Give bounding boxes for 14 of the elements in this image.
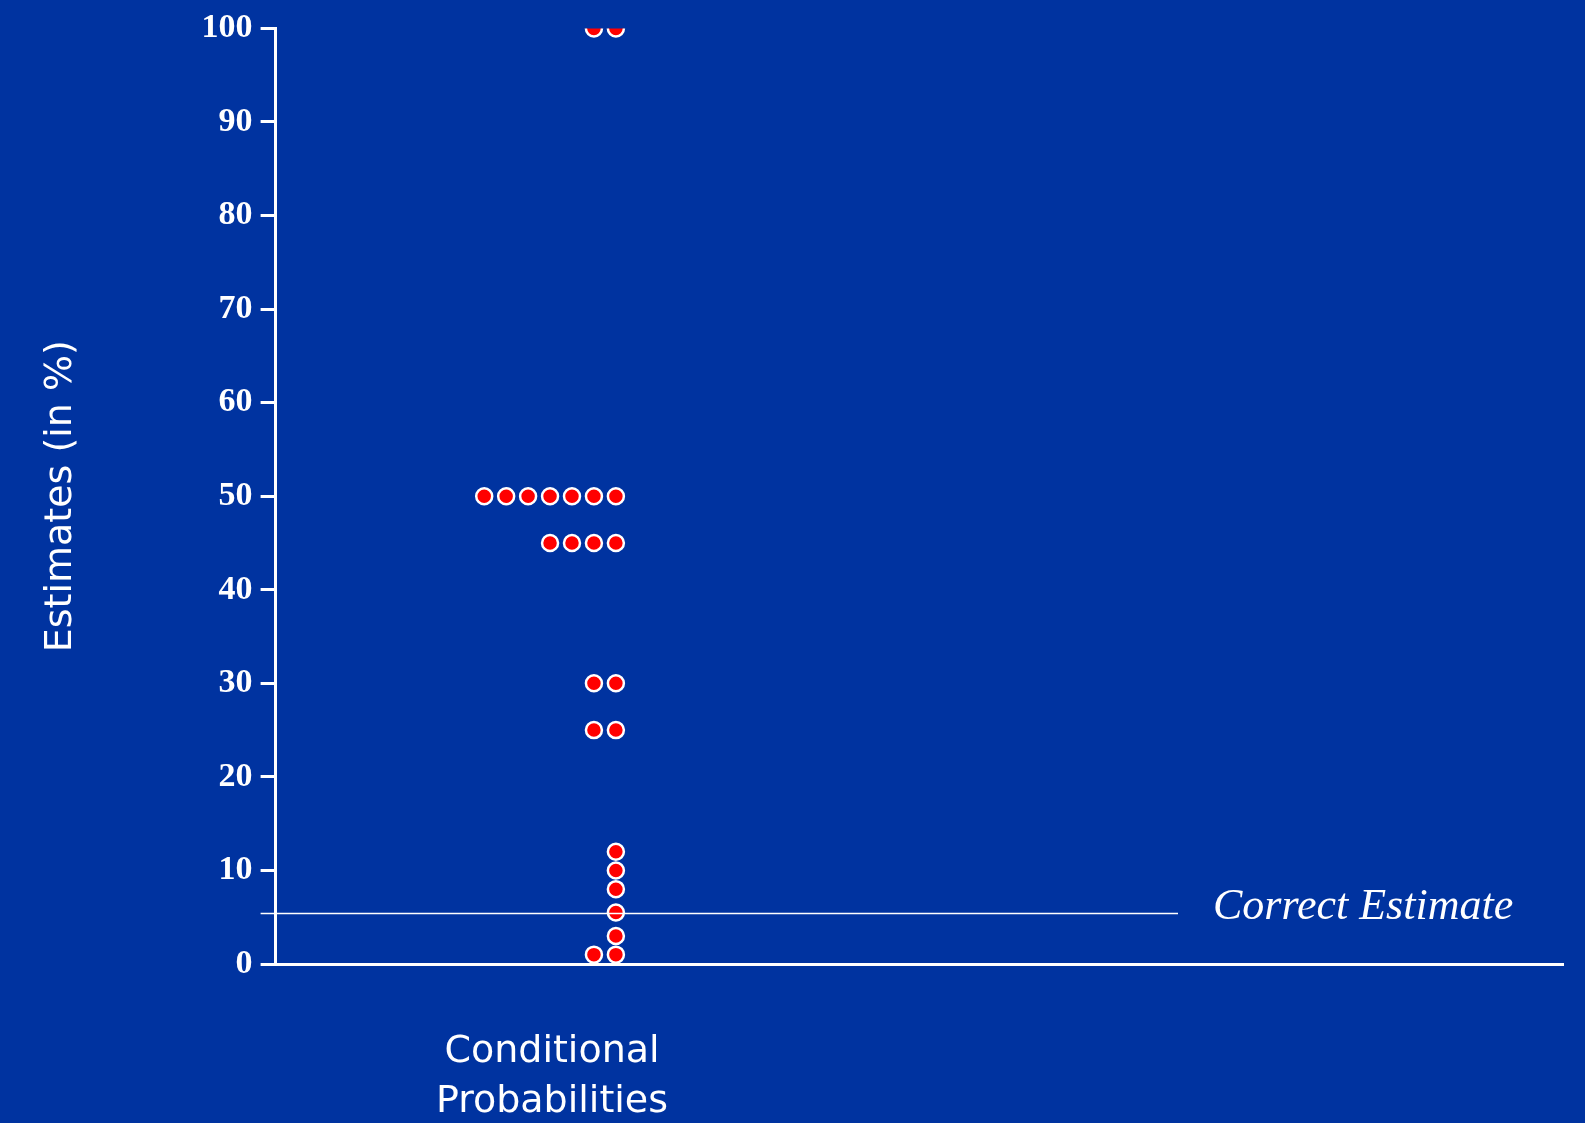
y-tick-label: 0 — [235, 942, 253, 980]
x-tick-label: Conditional Probabilities — [435, 1026, 669, 1121]
y-axis-title: Estimates (in %) — [35, 340, 80, 653]
y-tick-label: 30 — [218, 662, 253, 700]
y-tick-label: 20 — [218, 755, 253, 793]
y-tick-label: 70 — [218, 287, 253, 325]
y-tick-label: 50 — [218, 474, 253, 512]
y-tick-label: 90 — [218, 100, 253, 138]
y-tick-label: 10 — [218, 849, 253, 887]
ref-line-label: Correct Estimate — [1213, 880, 1514, 930]
y-tick-label: 40 — [218, 568, 253, 606]
y-tick-label: 60 — [218, 381, 253, 419]
y-tick-label: 80 — [218, 194, 253, 232]
y-tick-label: 100 — [201, 7, 253, 45]
